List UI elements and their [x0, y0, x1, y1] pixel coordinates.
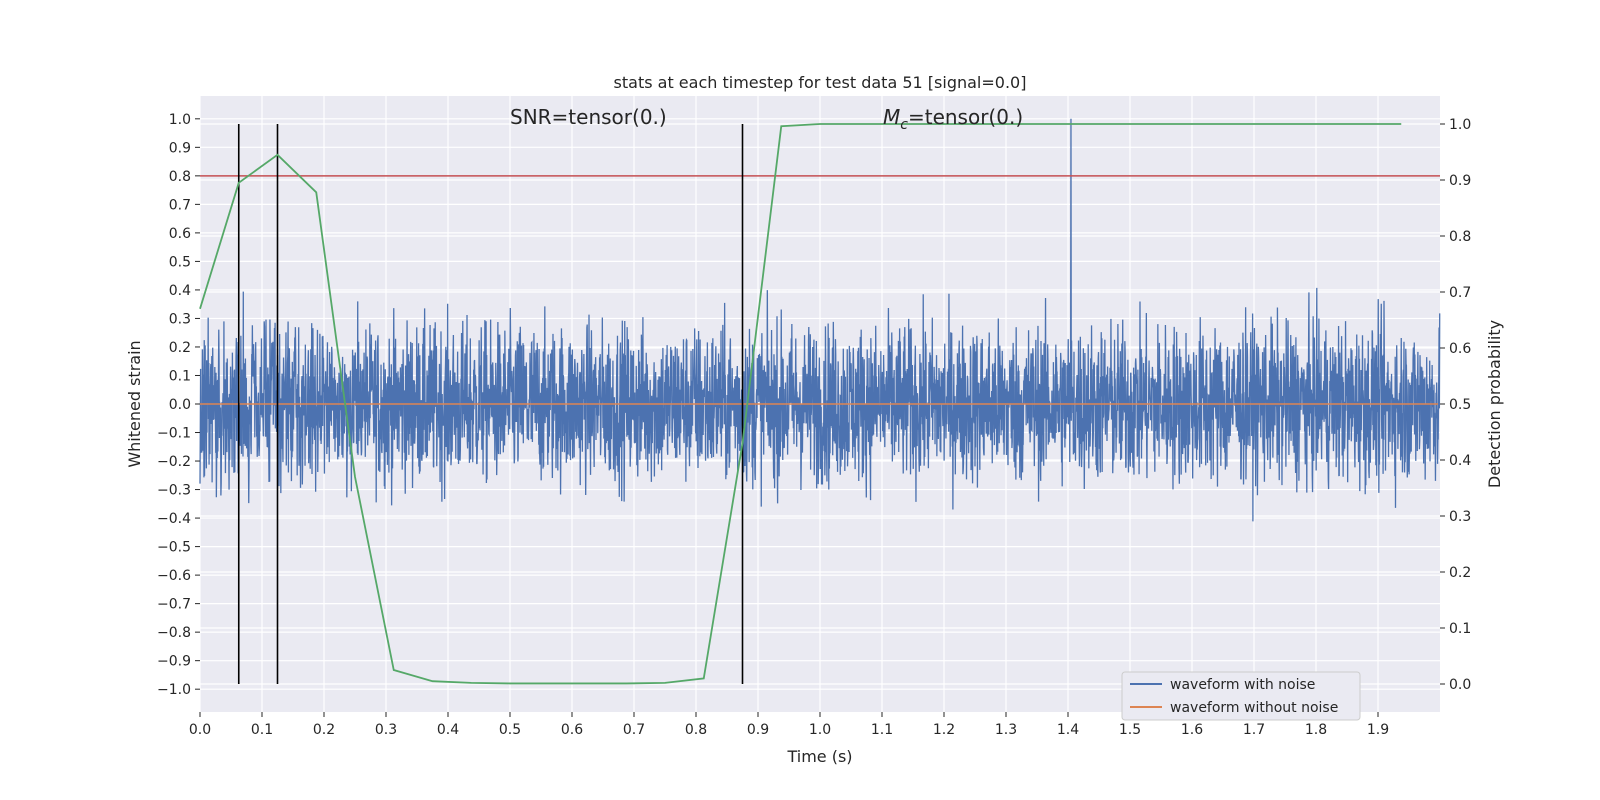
x-tick-label: 1.3 [995, 722, 1017, 738]
y-axis-label: Whitened strain [125, 340, 144, 467]
y2-tick-label: 0.9 [1449, 173, 1471, 189]
y-tick-label: −0.9 [157, 654, 191, 670]
legend-label-noise: waveform with noise [1170, 677, 1315, 693]
x-tick-label: 0.5 [499, 722, 521, 738]
y2-tick-label: 0.8 [1449, 229, 1471, 245]
mc-value: =tensor(0.) [908, 105, 1023, 129]
y2-tick-label: 0.6 [1449, 341, 1471, 357]
x-tick-label: 1.9 [1367, 722, 1389, 738]
y-tick-label: −0.7 [157, 597, 191, 613]
x-tick-label: 0.8 [685, 722, 707, 738]
x-tick-label: 0.3 [375, 722, 397, 738]
y-tick-label: −0.1 [157, 426, 191, 442]
mc-symbol: M [883, 105, 900, 129]
x-axis-ticks: 0.0 0.1 0.2 0.3 0.4 0.5 0.6 0.7 0.8 0.9 1.0 1.1 1.2 1… [189, 712, 1389, 738]
y-tick-label: −1.0 [157, 682, 191, 698]
y-tick-label: 0.6 [169, 226, 191, 242]
x-axis-label: Time (s) [786, 747, 852, 766]
x-tick-label: 0.9 [747, 722, 769, 738]
series-detection-probability [199, 123, 1402, 685]
y-tick-label: 0.3 [169, 311, 191, 327]
snr-annotation: SNR=tensor(0.) [510, 105, 667, 129]
y2-tick-label: 0.5 [1449, 397, 1471, 413]
mc-annotation: Mc=tensor(0.) [883, 105, 1023, 133]
y-tick-label: 0.8 [169, 169, 191, 185]
x-tick-label: 0.2 [313, 722, 335, 738]
x-tick-label: 0.1 [251, 722, 273, 738]
y2-axis-label: Detection probability [1485, 320, 1504, 488]
y-axis-ticks: −1.0 −0.9 −0.8 −0.7 −0.6 −0.5 −0.4 −0.3 −0.2 −0.1… [157, 112, 200, 698]
legend: waveform with noise waveform without noi… [1121, 671, 1361, 721]
y2-axis-ticks: 0.0 0.1 0.2 0.3 0.4 0.5 0.6 0.7 0.8 0.9 1.0 [1440, 117, 1471, 693]
y2-tick-label: 0.0 [1449, 677, 1471, 693]
y-tick-label: 0.1 [169, 368, 191, 384]
y-tick-label: 0.2 [169, 340, 191, 356]
x-tick-label: 1.5 [1119, 722, 1141, 738]
x-tick-label: 1.0 [809, 722, 831, 738]
y2-tick-label: 0.2 [1449, 565, 1471, 581]
y-tick-label: 0.9 [169, 140, 191, 156]
y2-tick-label: 0.7 [1449, 285, 1471, 301]
x-tick-label: 1.2 [933, 722, 955, 738]
legend-box [1121, 671, 1361, 721]
x-tick-label: 1.8 [1305, 722, 1327, 738]
y-tick-label: −0.3 [157, 483, 191, 499]
x-tick-label: 0.0 [189, 722, 211, 738]
y2-tick-label: 0.4 [1449, 453, 1471, 469]
y-tick-label: 0.7 [169, 197, 191, 213]
y-tick-label: −0.8 [157, 625, 191, 641]
y2-tick-label: 1.0 [1449, 117, 1471, 133]
y-tick-label: −0.2 [157, 454, 191, 470]
x-tick-label: 0.7 [623, 722, 645, 738]
y-tick-label: −0.4 [157, 511, 191, 527]
y-tick-label: 0.5 [169, 254, 191, 270]
x-tick-label: 0.6 [561, 722, 583, 738]
y-tick-label: −0.5 [157, 540, 191, 556]
y-tick-label: 0.4 [169, 283, 191, 299]
chart-title: stats at each timestep for test data 51 … [614, 73, 1027, 92]
mc-subscript: c [900, 117, 908, 133]
plot-area [199, 118, 1441, 685]
x-tick-label: 1.6 [1181, 722, 1203, 738]
y-tick-label: 0.0 [169, 397, 191, 413]
y2-tick-label: 0.3 [1449, 509, 1471, 525]
x-tick-label: 1.1 [871, 722, 893, 738]
series-waveform-with-noise [199, 118, 1441, 522]
x-tick-label: 0.4 [437, 722, 459, 738]
y-tick-label: −0.6 [157, 568, 191, 584]
y2-tick-label: 0.1 [1449, 621, 1471, 637]
x-tick-label: 1.7 [1243, 722, 1265, 738]
y-tick-label: 1.0 [169, 112, 191, 128]
legend-label-clean: waveform without noise [1170, 700, 1338, 716]
x-tick-label: 1.4 [1057, 722, 1079, 738]
